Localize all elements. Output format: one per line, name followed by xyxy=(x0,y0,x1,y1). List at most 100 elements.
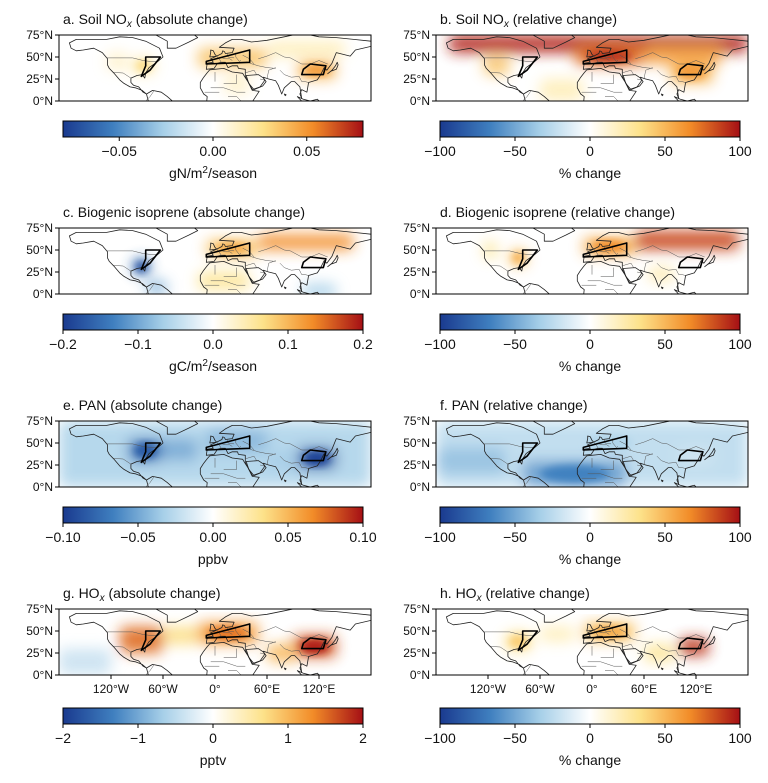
colorbar-tick-label: −100 xyxy=(424,529,456,545)
field-blob xyxy=(267,41,345,57)
coastline-sa xyxy=(146,476,173,487)
lat-tick-label: 50°N xyxy=(403,243,430,257)
lon-tick-label: 0° xyxy=(586,682,598,696)
country-border xyxy=(522,283,532,294)
country-border xyxy=(605,670,619,675)
coastline-ins xyxy=(673,482,697,487)
coastline-jp xyxy=(327,447,339,461)
lat-tick-label: 0°N xyxy=(33,287,53,301)
country-border xyxy=(113,265,132,272)
country-border xyxy=(635,626,668,634)
colorbar-c: −0.2 −0.1 0.0 0.1 0.2 gC/m2/season xyxy=(49,313,373,374)
country-border xyxy=(635,52,668,60)
coastline-eu xyxy=(205,35,371,99)
lat-tick-label: 75°N xyxy=(403,602,430,616)
panel-title: f. PAN (relative change) xyxy=(440,397,588,413)
country-border xyxy=(539,293,540,294)
country-border xyxy=(603,627,612,633)
map-panel-f: 75°N 50°N 25°N 0°N f. PAN (relative change) xyxy=(403,397,749,494)
coastline-na xyxy=(69,229,164,288)
coastline-sa xyxy=(523,664,550,675)
field-blob xyxy=(267,644,298,662)
colorbar-tick-label: 100 xyxy=(728,730,752,746)
coastline-af xyxy=(199,642,260,675)
region-box-north-america xyxy=(517,249,539,271)
colorbar-gradient xyxy=(62,313,364,331)
country-border xyxy=(612,52,619,62)
country-border xyxy=(643,67,653,80)
map-frame xyxy=(435,34,749,102)
map-field xyxy=(59,35,371,101)
lat-tick-label: 50°N xyxy=(403,436,430,450)
lon-tick-label: 60°W xyxy=(525,682,555,696)
region-box-europe xyxy=(582,435,628,451)
coastline-ins xyxy=(296,289,320,294)
map-frame xyxy=(58,227,372,295)
country-border xyxy=(258,438,291,446)
coastline-ar xyxy=(245,648,267,664)
colorbar-tick-label: 0.00 xyxy=(199,143,226,159)
region-box-europe xyxy=(205,435,251,451)
lat-tick-label: 0°N xyxy=(33,668,53,682)
coastline-eu xyxy=(205,421,371,485)
field-blob xyxy=(635,230,740,250)
coastline-na xyxy=(446,229,541,288)
coastline-af xyxy=(576,642,637,675)
lat-tick-label: 25°N xyxy=(26,646,53,660)
country-border xyxy=(258,52,291,60)
country-border xyxy=(220,631,233,635)
coastline-sa xyxy=(523,90,550,101)
panel-title: e. PAN (absolute change) xyxy=(63,397,222,413)
colorbar-gradient xyxy=(62,707,364,725)
region-box-east-asia xyxy=(677,449,704,462)
map-field xyxy=(59,421,371,487)
lat-tick-label: 50°N xyxy=(403,50,430,64)
coastline-af xyxy=(199,68,260,101)
region-box-east-asia xyxy=(300,637,327,650)
country-border xyxy=(260,464,264,467)
map-panel-a: 75°N 50°N 25°N 0°N a. Soil NOx (absolute cha… xyxy=(26,11,372,108)
region-box-europe xyxy=(205,242,251,258)
colorbar-tick-label: 50 xyxy=(657,336,673,352)
colorbar-h: −100 −50 0 50 100 % change xyxy=(424,707,752,768)
country-border xyxy=(490,72,509,79)
lat-tick-label: 75°N xyxy=(403,414,430,428)
country-border xyxy=(258,626,291,634)
country-border xyxy=(298,76,309,83)
map-field xyxy=(59,228,371,294)
country-border xyxy=(612,626,619,636)
country-border xyxy=(245,262,257,268)
country-border xyxy=(675,269,686,276)
colorbar-tick-label: −100 xyxy=(424,143,456,159)
region-box-europe xyxy=(582,623,628,639)
country-border xyxy=(162,293,163,294)
country-border xyxy=(266,453,276,466)
colorbar-tick-label: 100 xyxy=(728,529,752,545)
country-border xyxy=(675,462,686,469)
field-core xyxy=(136,61,151,71)
region-box-east-asia xyxy=(300,256,327,269)
coastline-eu xyxy=(582,228,748,292)
coastline-ar xyxy=(622,648,644,664)
coastline-af xyxy=(199,454,260,487)
lat-tick-label: 75°N xyxy=(26,221,53,235)
coastline-eu xyxy=(582,421,748,485)
country-border xyxy=(245,69,257,75)
colorbar-tick-label: −50 xyxy=(503,336,527,352)
field-blob xyxy=(644,46,722,65)
colorbar-gradient xyxy=(439,313,741,331)
country-border xyxy=(637,78,641,81)
country-border xyxy=(483,443,534,448)
country-border xyxy=(266,641,276,654)
region-box-east-asia xyxy=(300,63,327,76)
lat-tick-label: 25°N xyxy=(403,646,430,660)
country-border xyxy=(587,473,623,479)
country-border xyxy=(235,438,242,448)
colorbar-tick-label: 1 xyxy=(284,730,292,746)
country-border xyxy=(622,455,634,461)
coastline-sa xyxy=(146,664,173,675)
lon-tick-label: 0° xyxy=(209,682,221,696)
colorbar-gradient xyxy=(62,120,364,138)
coastline-ar xyxy=(622,267,644,283)
lat-tick-label: 0°N xyxy=(410,668,430,682)
